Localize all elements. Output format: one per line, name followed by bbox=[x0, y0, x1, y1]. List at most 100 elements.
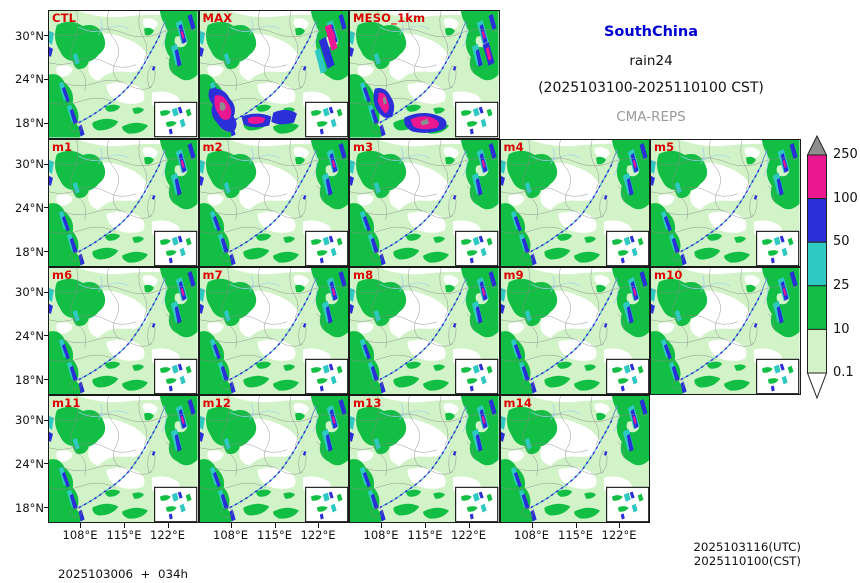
panel-m2: m2 bbox=[198, 138, 349, 267]
lat-tick bbox=[43, 207, 48, 209]
lat-label: 24°N bbox=[15, 72, 44, 86]
lat-tick bbox=[43, 463, 48, 465]
panel-m6: m6 bbox=[48, 266, 199, 395]
lon-tick bbox=[80, 523, 82, 528]
panel-meso-1km: MESO_1km bbox=[349, 10, 500, 139]
map-m1 bbox=[49, 139, 198, 266]
panel-label-max: MAX bbox=[202, 11, 233, 25]
panel-m10: m10 bbox=[650, 266, 801, 395]
map-m8 bbox=[350, 267, 499, 394]
title-variable: rain24 bbox=[629, 53, 673, 69]
lon-tick bbox=[619, 523, 621, 528]
colorbar-tick-label: 0.1 bbox=[833, 365, 854, 380]
colorbar-seg-100-250 bbox=[807, 154, 827, 200]
lat-tick bbox=[43, 122, 48, 124]
panel-label-meso-1km: MESO_1km bbox=[353, 11, 426, 25]
map-m12 bbox=[199, 395, 348, 522]
colorbar-seg-50-100 bbox=[807, 198, 827, 243]
colorbar-tick-label: 250 bbox=[833, 147, 858, 162]
panel-m12: m12 bbox=[198, 394, 349, 523]
colorbar-seg-0.1-10 bbox=[807, 328, 827, 374]
lat-label: 18°N bbox=[15, 372, 44, 387]
lat-label: 30°N bbox=[15, 413, 44, 427]
panel-label-m12: m12 bbox=[202, 395, 232, 410]
colorbar-tick-label: 25 bbox=[833, 277, 850, 293]
title-region: SouthChina bbox=[603, 24, 699, 40]
lon-label: 108°E bbox=[363, 527, 399, 542]
lat-label: 18°N bbox=[15, 244, 44, 259]
colorbar bbox=[806, 134, 828, 400]
panel-label-m2: m2 bbox=[202, 139, 223, 154]
panel-label-m3: m3 bbox=[353, 139, 374, 154]
lon-tick bbox=[425, 523, 427, 528]
lat-label: 24°N bbox=[15, 456, 44, 471]
panel-m9: m9 bbox=[499, 266, 650, 395]
panel-ctl: CTL bbox=[48, 10, 199, 139]
map-ctl bbox=[49, 11, 198, 138]
panel-label-m6: m6 bbox=[52, 267, 73, 282]
panel-m14: m14 bbox=[499, 394, 650, 523]
panel-m13: m13 bbox=[349, 394, 500, 523]
lat-tick bbox=[43, 35, 48, 37]
panel-label-m8: m8 bbox=[353, 267, 374, 282]
colorbar-seg-10-25 bbox=[807, 285, 827, 330]
lat-tick bbox=[43, 335, 48, 337]
map-m9 bbox=[500, 267, 649, 394]
lon-tick bbox=[531, 523, 533, 528]
colorbar-tick-label: 100 bbox=[833, 190, 858, 206]
lon-label: 122°E bbox=[300, 527, 336, 542]
init-times: 2025103006 + 034h 2025103014 + 034h bbox=[58, 541, 188, 583]
valid-time-utc: 2025103116(UTC) bbox=[693, 540, 801, 554]
colorbar-under-arrow bbox=[806, 372, 828, 400]
lon-label: 122°E bbox=[601, 527, 637, 542]
panel-label-m7: m7 bbox=[202, 267, 223, 282]
panel-m1: m1 bbox=[48, 138, 199, 267]
map-m6 bbox=[49, 267, 198, 394]
lon-label: 115°E bbox=[106, 527, 142, 542]
map-m11 bbox=[49, 395, 198, 522]
colorbar-seg-25-50 bbox=[807, 241, 827, 287]
panel-label-m5: m5 bbox=[654, 139, 675, 154]
init-time-line1: 2025103006 + 034h bbox=[58, 567, 188, 581]
lon-tick bbox=[575, 523, 577, 528]
panel-label-m1: m1 bbox=[52, 139, 73, 154]
map-m13 bbox=[350, 395, 499, 522]
lat-tick bbox=[43, 78, 48, 80]
lon-label: 108°E bbox=[514, 527, 549, 542]
panel-label-m4: m4 bbox=[503, 139, 524, 154]
map-m3 bbox=[350, 139, 499, 266]
lon-tick bbox=[318, 523, 320, 528]
map-max bbox=[199, 11, 348, 138]
panel-m5: m5 bbox=[650, 138, 801, 267]
lat-label: 24°N bbox=[15, 200, 44, 215]
lon-label: 122°E bbox=[451, 527, 486, 542]
map-m4 bbox=[500, 139, 649, 266]
lat-tick bbox=[43, 251, 48, 253]
valid-times: 2025103116(UTC) 2025110100(CST) bbox=[600, 540, 801, 568]
map-m2 bbox=[199, 139, 348, 266]
panel-m7: m7 bbox=[198, 266, 349, 395]
panel-label-ctl: CTL bbox=[52, 11, 77, 25]
valid-time-cst: 2025110100(CST) bbox=[693, 553, 801, 568]
panel-label-m11: m11 bbox=[52, 395, 81, 410]
title-model: CMA-REPS bbox=[616, 109, 686, 125]
colorbar-tick-label: 50 bbox=[833, 234, 850, 249]
panel-m8: m8 bbox=[349, 266, 500, 395]
panel-label-m13: m13 bbox=[353, 395, 382, 410]
panel-max: MAX bbox=[198, 10, 349, 139]
lat-label: 18°N bbox=[15, 116, 44, 130]
lon-label: 108°E bbox=[213, 527, 248, 542]
lon-tick bbox=[381, 523, 383, 528]
map-meso-1km bbox=[350, 11, 499, 138]
lon-label: 115°E bbox=[558, 527, 593, 542]
lon-label: 122°E bbox=[150, 527, 185, 542]
lat-tick bbox=[43, 291, 48, 293]
panel-label-m14: m14 bbox=[503, 395, 533, 410]
lat-label: 30°N bbox=[15, 157, 44, 171]
lon-label: 115°E bbox=[257, 527, 292, 542]
lat-label: 30°N bbox=[15, 28, 44, 43]
map-m5 bbox=[651, 139, 800, 266]
lon-tick bbox=[230, 523, 232, 528]
lat-tick bbox=[43, 507, 48, 509]
